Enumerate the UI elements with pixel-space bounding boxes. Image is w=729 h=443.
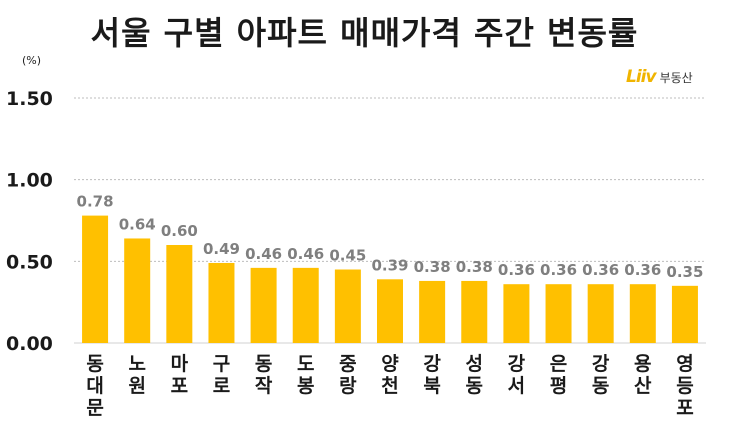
bar [503, 284, 530, 343]
bar-value-label: 0.78 [77, 193, 114, 211]
y-tick-label: 0.00 [6, 333, 53, 355]
bar [545, 284, 572, 343]
bar [166, 245, 193, 343]
bar [671, 285, 698, 343]
bar-value-label: 0.38 [456, 258, 493, 276]
bar [334, 269, 361, 343]
bar [292, 267, 319, 343]
bar-value-label: 0.46 [287, 245, 324, 263]
bar [124, 238, 151, 343]
y-tick-label: 1.00 [6, 170, 53, 192]
bar [461, 280, 488, 343]
bar-value-label: 0.39 [371, 256, 408, 274]
bar [208, 262, 235, 343]
bar [82, 215, 109, 343]
y-tick-label: 1.50 [6, 88, 53, 110]
bar-value-label: 0.60 [161, 222, 198, 240]
chart-title: 서울 구별 아파트 매매가격 주간 변동률 [90, 14, 639, 52]
y-tick-label: 0.50 [6, 251, 53, 273]
bar-value-label: 0.38 [414, 258, 451, 276]
bar-value-label: 0.46 [245, 245, 282, 263]
bar-value-label: 0.36 [624, 261, 661, 279]
bar-value-label: 0.36 [540, 261, 577, 279]
bar [419, 280, 446, 343]
bar-value-label: 0.36 [498, 261, 535, 279]
bar-value-label: 0.35 [666, 263, 703, 281]
bar-value-label: 0.45 [329, 247, 366, 265]
bar-value-label: 0.36 [582, 261, 619, 279]
brand-logo: Liiv 부동산 [626, 67, 693, 87]
bar-value-label: 0.49 [203, 240, 240, 258]
unit-label: (%) [22, 54, 42, 67]
bar [377, 279, 403, 343]
liiv-logo-icon: Liiv [626, 67, 657, 87]
bar-value-label: 0.64 [119, 215, 156, 233]
bar [587, 284, 614, 343]
bar [250, 267, 277, 343]
logo-text: 부동산 [659, 70, 693, 85]
bar [629, 284, 656, 343]
